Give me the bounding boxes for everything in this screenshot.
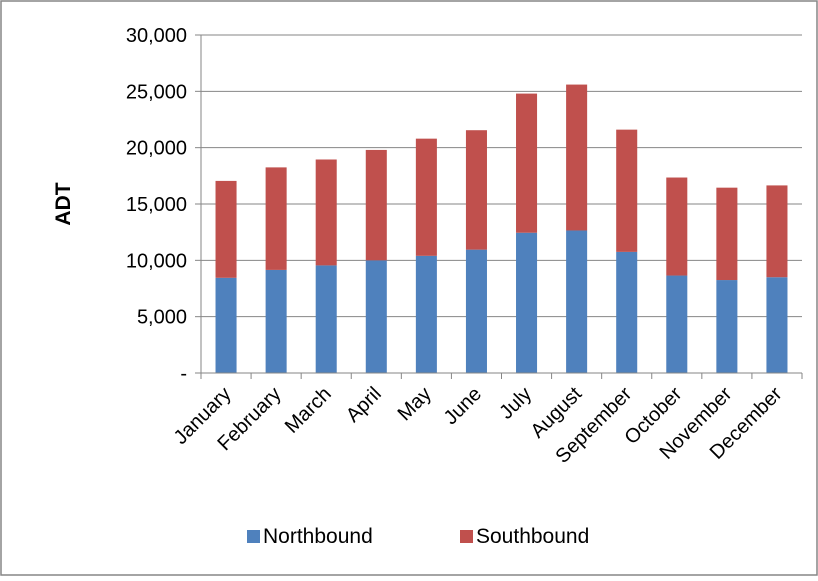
bar-southbound-may bbox=[415, 138, 437, 256]
bars bbox=[215, 84, 788, 373]
bar-northbound-october bbox=[666, 275, 688, 373]
y-tick-labels: - 5,000 10,000 15,000 20,000 25,000 30,000 bbox=[126, 25, 187, 385]
legend-swatch-northbound bbox=[247, 530, 260, 543]
bar-southbound-march bbox=[315, 159, 337, 266]
y-tick-label: 25,000 bbox=[126, 81, 187, 103]
gridlines bbox=[201, 34, 802, 318]
bar-northbound-february bbox=[265, 269, 287, 373]
legend-label-southbound: Southbound bbox=[476, 525, 589, 548]
legend: Northbound Southbound bbox=[247, 525, 589, 548]
bar-northbound-march bbox=[315, 265, 337, 373]
y-tick-label: 30,000 bbox=[126, 25, 187, 47]
bar-southbound-september bbox=[616, 129, 638, 252]
legend-swatch-southbound bbox=[460, 530, 473, 543]
bar-northbound-august bbox=[566, 230, 588, 373]
bar-southbound-june bbox=[465, 130, 487, 250]
axes bbox=[195, 34, 803, 379]
legend-label-northbound: Northbound bbox=[263, 525, 373, 548]
bar-southbound-august bbox=[566, 84, 588, 231]
bar-northbound-june bbox=[465, 249, 487, 373]
y-tick-label: 10,000 bbox=[126, 250, 187, 272]
y-tick-label: 20,000 bbox=[126, 138, 187, 160]
bar-southbound-july bbox=[516, 93, 538, 233]
bar-northbound-july bbox=[516, 232, 538, 373]
bar-southbound-january bbox=[215, 180, 237, 278]
bar-southbound-april bbox=[365, 149, 387, 261]
bar-northbound-september bbox=[616, 251, 638, 373]
bar-southbound-february bbox=[265, 167, 287, 270]
bar-northbound-january bbox=[215, 277, 237, 373]
y-axis-title: ADT bbox=[52, 182, 75, 225]
bar-northbound-december bbox=[766, 277, 788, 373]
bar-southbound-november bbox=[716, 187, 738, 281]
bar-northbound-november bbox=[716, 280, 738, 373]
y-tick-label: 5,000 bbox=[137, 307, 187, 329]
bar-northbound-april bbox=[365, 260, 387, 373]
bar-northbound-may bbox=[415, 255, 437, 373]
bar-southbound-october bbox=[666, 177, 688, 276]
bar-southbound-december bbox=[766, 185, 788, 278]
y-tick-label: - bbox=[180, 363, 187, 385]
y-tick-label: 15,000 bbox=[126, 194, 187, 216]
